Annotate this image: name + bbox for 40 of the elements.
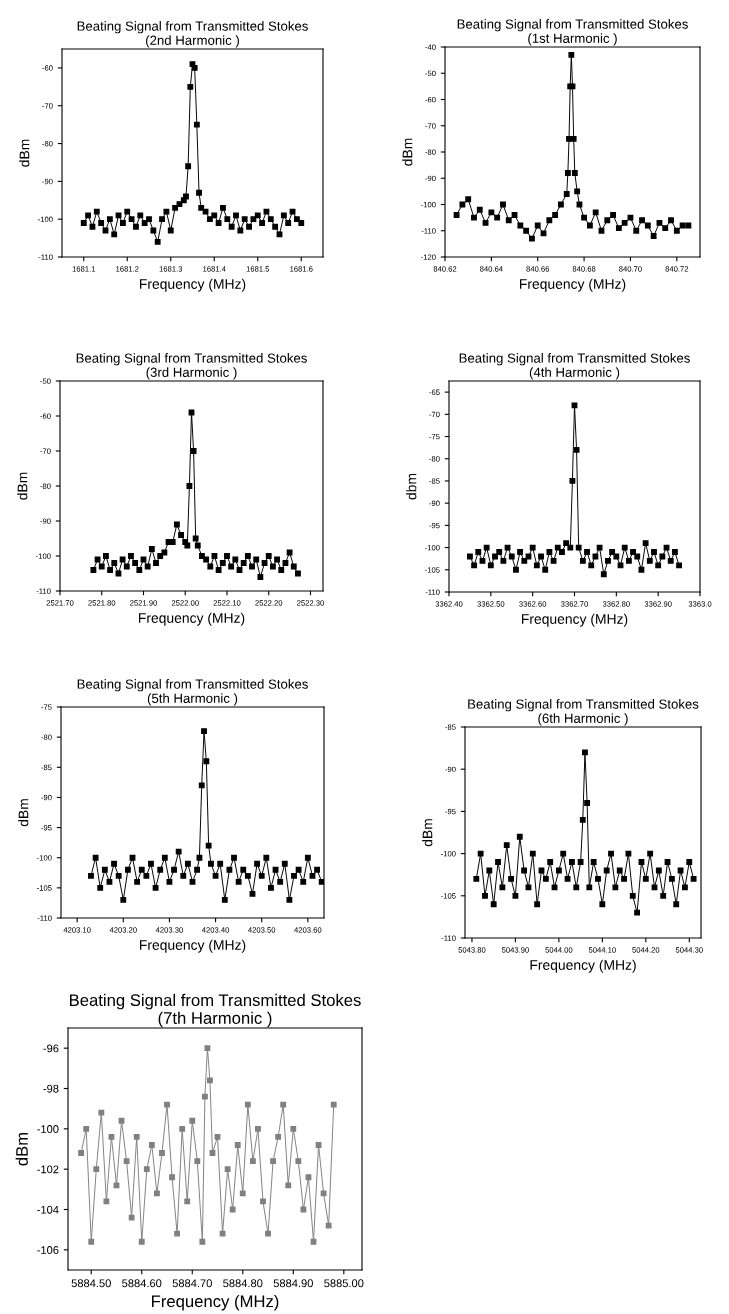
x-axis-title: Frequency (MHz) — [520, 278, 626, 292]
chart-subtitle: (2nd Harmonic ) — [146, 35, 239, 48]
y-axis-title: dBm — [18, 799, 29, 827]
x-axis-title: Frequency (MHz) — [140, 939, 246, 953]
chart-subtitle: (7th Harmonic ) — [158, 1011, 272, 1028]
y-axis-title: dBm — [15, 1132, 28, 1166]
x-axis-title: Frequency (MHz) — [152, 1294, 279, 1311]
x-tick-label: 5884.50 — [71, 1279, 111, 1288]
y-axis-title: dBm — [17, 472, 28, 500]
y-axis-title: dBm — [402, 138, 413, 166]
y-tick-label: -102 — [37, 1165, 59, 1174]
y-tick-label: -96 — [43, 1044, 59, 1053]
chart-subtitle: (6th Harmonic ) — [538, 713, 628, 726]
x-tick-label: 5884.60 — [122, 1279, 162, 1288]
chart-title: Beating Signal from Transmitted Stokes — [457, 19, 688, 32]
y-axis-title: dbm — [406, 473, 417, 500]
y-tick-label: -100 — [37, 1125, 59, 1133]
x-tick-label: 5884.90 — [273, 1279, 313, 1288]
x-tick-label: 5884.80 — [223, 1279, 263, 1288]
y-tick-label: -98 — [43, 1084, 59, 1093]
y-tick-label: -106 — [37, 1246, 59, 1254]
chart-subtitle: (3rd Harmonic ) — [146, 367, 237, 380]
chart-subtitle: (4th Harmonic ) — [529, 367, 620, 380]
x-axis-title: Frequency (MHz) — [530, 959, 636, 973]
chart-title: Beating Signal from Transmitted Stokes — [77, 679, 308, 692]
chart-subtitle: (1st Harmonic ) — [528, 33, 617, 46]
chart-title: Beating Signal from Transmitted Stokes — [70, 993, 361, 1010]
x-axis-title: Frequency (MHz) — [140, 278, 246, 292]
y-axis-title: dBm — [422, 819, 433, 847]
chart-title: Beating Signal from Transmitted Stokes — [77, 21, 308, 34]
x-axis-title: Frequency (MHz) — [522, 613, 628, 627]
x-tick-label: 5884.70 — [172, 1279, 212, 1288]
y-tick-label: -104 — [37, 1205, 59, 1214]
chart-subtitle: (5th Harmonic ) — [147, 693, 238, 706]
y-axis-title: dBm — [19, 139, 30, 167]
chart-title: Beating Signal from Transmitted Stokes — [459, 353, 690, 366]
x-tick-label: 5885.00 — [324, 1279, 364, 1288]
x-axis-title: Frequency (MHz) — [139, 612, 245, 626]
chart-title: Beating Signal from Transmitted Stokes — [468, 699, 699, 712]
chart-title: Beating Signal from Transmitted Stokes — [76, 353, 307, 366]
